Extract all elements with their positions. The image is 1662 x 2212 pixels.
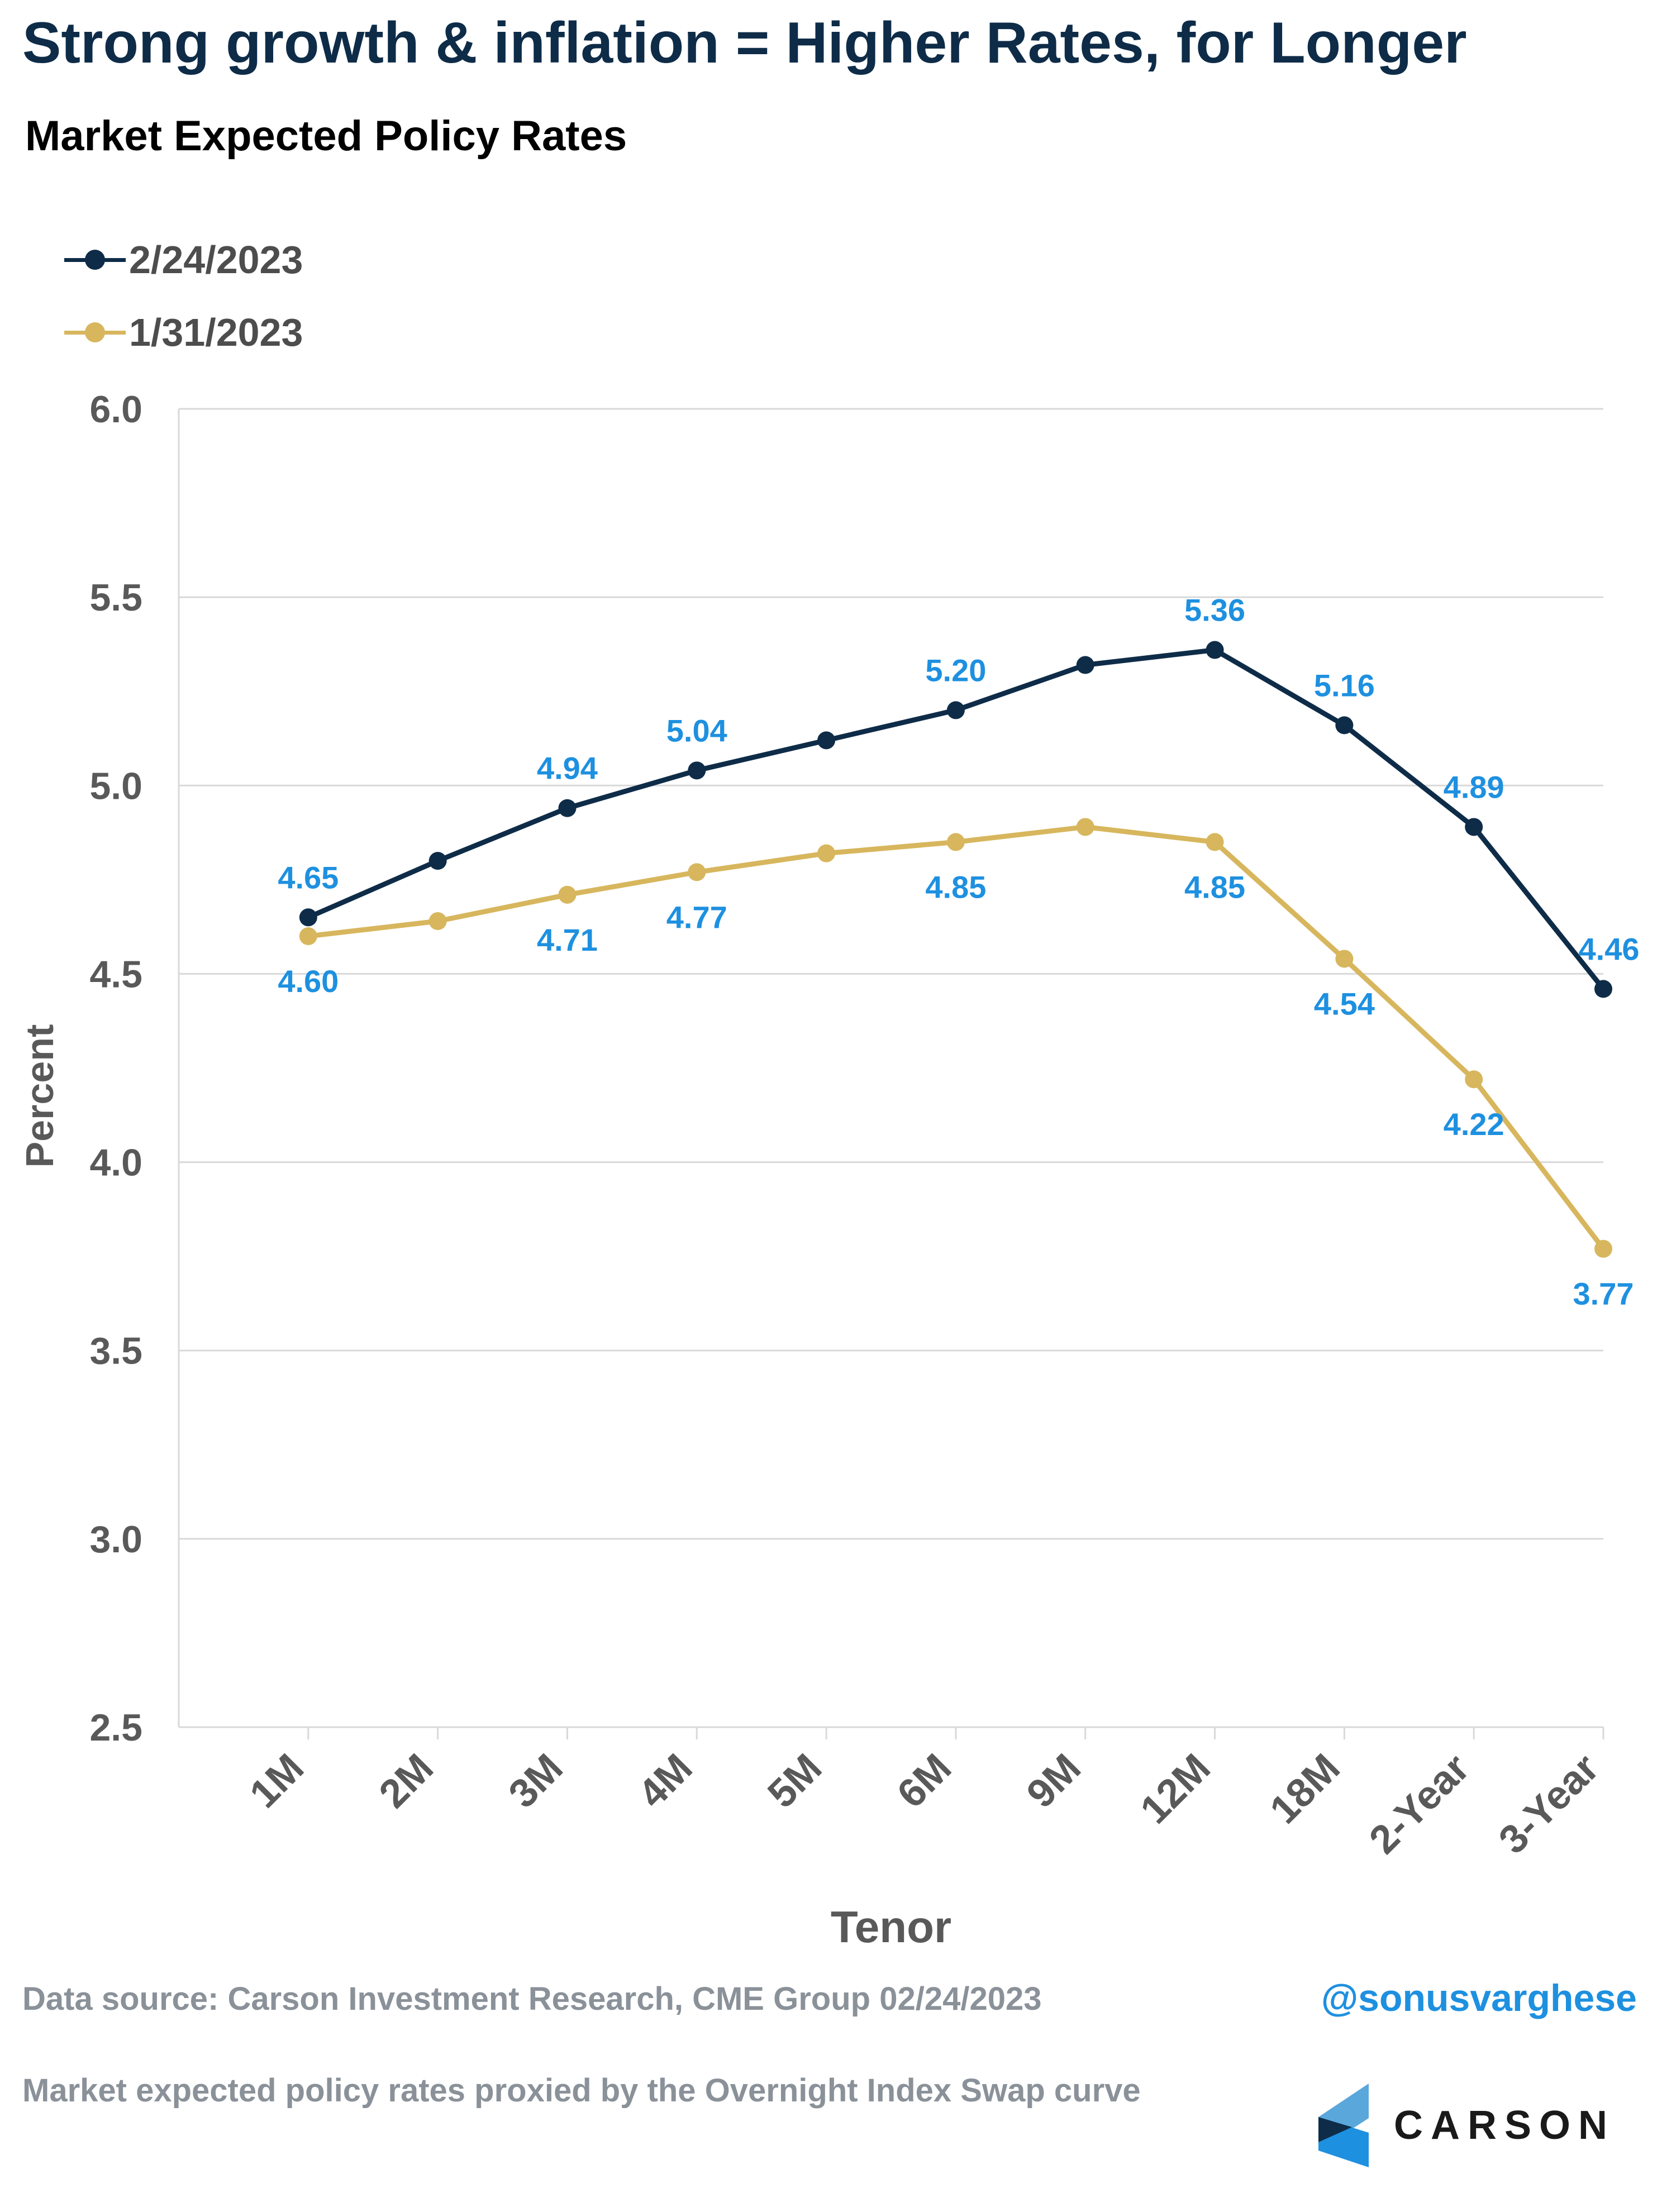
x-tick-label: 2-Year: [1361, 1746, 1478, 1862]
data-label-s2-3: 4.77: [666, 899, 727, 935]
data-point-s2-2: [558, 885, 577, 904]
x-tick-label: 4M: [630, 1746, 701, 1817]
data-label-s1-7: 5.36: [1184, 593, 1245, 628]
y-tick-label: 3.5: [89, 1330, 142, 1372]
data-label-s1-8: 5.16: [1314, 668, 1375, 703]
data-label-s1-0: 4.65: [278, 860, 339, 895]
data-label-s1-9: 4.89: [1444, 769, 1504, 804]
data-label-s2-8: 4.54: [1314, 986, 1375, 1021]
legend: 2/24/2023 1/31/2023: [64, 223, 303, 369]
x-tick-label: 1M: [241, 1746, 312, 1817]
line-chart: 2.5 3.0 3.5 4.0 4.5 5.0 5.5 6.0 1M 2M 3M 4M 5M 6M 9M 12…: [18, 388, 1640, 1952]
data-label-s2-0: 4.60: [278, 964, 339, 999]
data-point-s2-1: [428, 912, 447, 931]
carson-logo-wordmark: CARSON: [1394, 2103, 1616, 2148]
data-point-s2-6: [1076, 818, 1094, 836]
x-tick-label: 3M: [500, 1746, 571, 1817]
y-tick-label: 4.5: [89, 953, 142, 995]
y-tick-label: 6.0: [89, 388, 142, 431]
data-point-s2-5: [946, 833, 965, 851]
x-tick-label: 5M: [759, 1746, 830, 1817]
data-point-s1-9: [1465, 818, 1483, 836]
y-axis-title: Percent: [18, 1024, 61, 1168]
data-point-s1-7: [1206, 641, 1224, 659]
data-label-s1-10: 4.46: [1579, 931, 1640, 966]
data-label-s1-5: 5.20: [925, 652, 986, 688]
data-point-s2-8: [1335, 950, 1354, 968]
data-point-s1-4: [817, 731, 836, 750]
y-tick-label: 3.0: [89, 1518, 142, 1561]
data-point-s1-6: [1076, 656, 1094, 674]
data-point-s1-5: [946, 701, 965, 719]
data-point-s2-9: [1465, 1070, 1483, 1089]
legend-item-series-1: 2/24/2023: [64, 223, 303, 296]
data-label-s1-2: 4.94: [537, 751, 598, 786]
data-point-s1-1: [428, 852, 447, 870]
series-line-1: [307, 647, 1606, 991]
x-tick-label: 12M: [1132, 1746, 1219, 1833]
data-point-s2-4: [817, 844, 836, 862]
x-tick-label: 9M: [1018, 1746, 1089, 1817]
legend-label-series-1: 2/24/2023: [129, 238, 303, 282]
y-tick-label: 5.5: [89, 576, 142, 619]
chart-title: Strong growth & inflation = Higher Rates…: [22, 11, 1467, 75]
data-label-s2-2: 4.71: [537, 922, 598, 957]
legend-label-series-2: 1/31/2023: [129, 311, 303, 354]
carson-logo: CARSON: [1318, 2084, 1615, 2167]
data-point-s1-3: [688, 761, 706, 780]
data-label-s2-9: 4.22: [1444, 1107, 1504, 1142]
data-source-note: Data source: Carson Investment Research,…: [22, 1981, 1042, 2017]
data-point-s2-7: [1206, 833, 1224, 851]
data-point-s1-10: [1594, 980, 1612, 998]
data-point-s1-2: [558, 799, 577, 817]
data-label-s2-10: 3.77: [1573, 1276, 1634, 1312]
data-point-s2-0: [299, 927, 317, 945]
legend-swatch-series-2: [64, 322, 126, 342]
data-point-s1-8: [1335, 716, 1354, 735]
data-point-s2-3: [688, 863, 706, 881]
x-tick-label: 2M: [371, 1746, 442, 1817]
methodology-note: Market expected policy rates proxied by …: [22, 2072, 1141, 2109]
y-tick-label: 5.0: [89, 765, 142, 807]
carson-logo-icon: [1318, 2084, 1369, 2167]
data-label-s2-5: 4.85: [925, 869, 986, 904]
legend-item-series-2: 1/31/2023: [64, 296, 303, 369]
x-tick-label: 6M: [889, 1746, 960, 1817]
legend-swatch-series-1: [64, 250, 126, 270]
x-tick-label: 18M: [1261, 1746, 1349, 1833]
y-tick-label: 4.0: [89, 1142, 142, 1184]
y-tick-label: 2.5: [89, 1706, 142, 1749]
data-label-s2-7: 4.85: [1184, 869, 1245, 904]
x-axis-title: Tenor: [831, 1902, 951, 1952]
author-handle: @sonusvarghese: [1321, 1977, 1637, 2019]
x-tick-label: 3-Year: [1490, 1746, 1607, 1862]
data-point-s1-0: [299, 908, 317, 927]
data-label-s1-3: 5.04: [666, 713, 727, 748]
data-point-s2-10: [1594, 1240, 1612, 1258]
chart-subtitle: Market Expected Policy Rates: [25, 112, 627, 160]
